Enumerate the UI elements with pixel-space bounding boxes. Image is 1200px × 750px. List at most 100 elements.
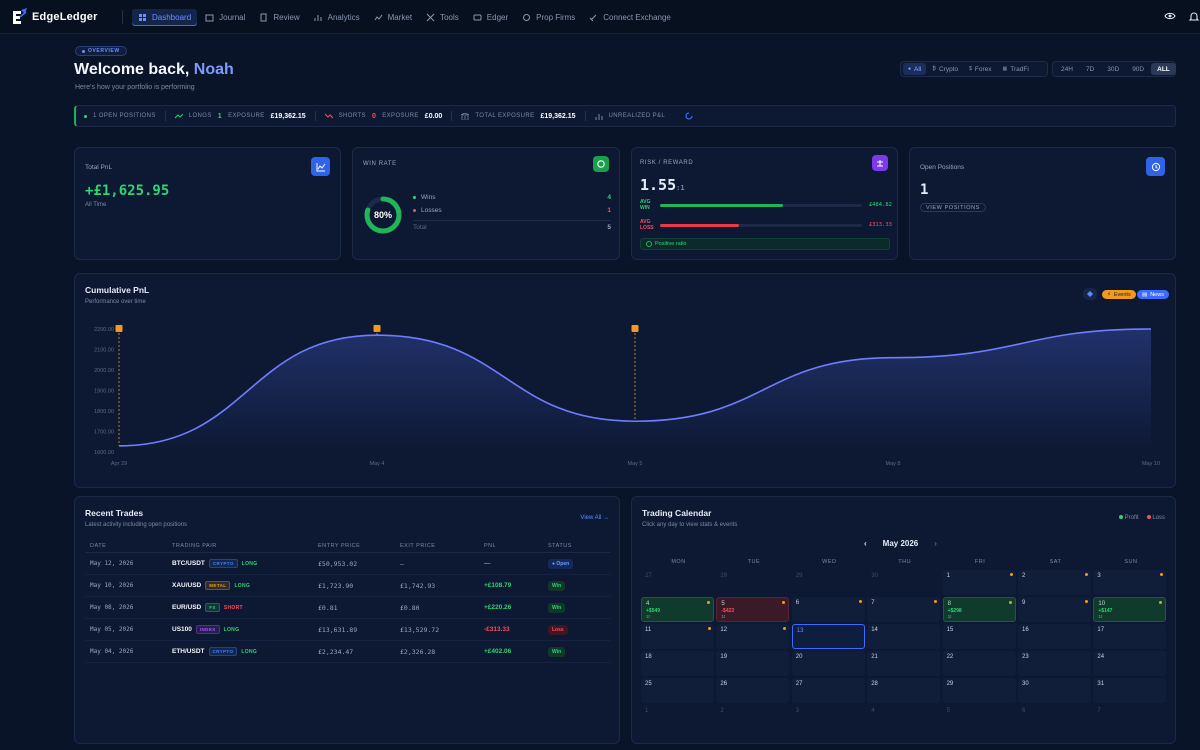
calendar-day[interactable]: 24 [1093,651,1167,676]
nav-journal[interactable]: Journal [199,9,251,26]
day-pnl: +$147 [1098,608,1113,614]
nav-label: Review [273,13,300,22]
time-filter-all[interactable]: ALL [1151,63,1176,75]
time-filter-7d[interactable]: 7D [1085,65,1095,73]
calendar-day[interactable]: 27 [791,678,865,703]
time-filter-30d[interactable]: 30D [1107,65,1120,73]
calendar-day[interactable]: 9 [1018,597,1091,622]
calendar-day[interactable]: 30 [1018,678,1091,703]
calendar-title: Trading Calendar [642,508,712,518]
calendar-day[interactable]: 3 [1093,570,1167,595]
trade-pair-cell: ETH/USDT CRYPTO LONG [172,647,318,656]
filter-crypto[interactable]: ₿ Crypto [927,63,963,75]
calendar-day[interactable]: 22 [942,651,1016,676]
nav-edger[interactable]: Edger [467,9,514,26]
calendar-day[interactable]: 13 [791,624,865,649]
trade-direction: LONG [241,560,258,567]
table-row[interactable]: May 04, 2026 ETH/USDT CRYPTO LONG £2,234… [85,641,610,663]
calendar-legend: Profit Loss [1118,515,1165,521]
calendar-day[interactable]: 15 [942,624,1016,649]
filter-all[interactable]: ● All [903,63,927,75]
day-number: 6 [1022,708,1026,714]
table-row[interactable]: May 05, 2026 US100 INDEX LONG £13,631.89… [85,619,610,641]
calendar-day[interactable]: 14 [867,624,941,649]
filter-forex[interactable]: $ Forex [964,63,996,75]
filter-all-icon: ● [908,66,912,72]
overview-badge: OVERVIEW [75,46,127,56]
table-row[interactable]: May 08, 2026 EUR/USD FX SHORT £0.81 £0.8… [85,597,610,619]
nav-connect-exchange[interactable]: Connect Exchange [583,9,677,26]
asset-class-tag: FX [205,603,220,612]
calendar-day[interactable]: 1 [942,570,1016,595]
trade-pair-cell: XAU/USD METAL LONG [172,581,318,590]
trades-header-row: DATE TRADING PAIR ENTRY PRICE EXIT PRICE PNL… [85,539,610,553]
trade-pnl: +£220.26 [484,604,512,611]
app-logo[interactable]: EdgeLedger [12,8,98,26]
eye-icon[interactable] [1164,10,1176,22]
view-all-link[interactable]: View All → [580,515,609,521]
calendar-day[interactable]: 11 [641,624,714,649]
prev-month-button[interactable]: ‹ [864,539,867,548]
chart-line [118,328,1152,447]
day-number: 7 [1097,708,1101,714]
recent-trades-title: Recent Trades [85,508,144,518]
trade-date: May 04, 2026 [90,648,134,655]
time-filter-24h[interactable]: 24H [1061,65,1073,73]
calendar-day: 5 [943,705,1016,730]
time-filter-90d[interactable]: 90D [1132,65,1145,73]
day-number: 23 [1022,654,1029,660]
next-month-button[interactable]: › [934,539,937,548]
nav-review[interactable]: Review [253,9,305,26]
calendar-day[interactable]: 31 [1093,678,1167,703]
events-toggle[interactable]: ⚡ Events [1102,290,1136,299]
calendar-day[interactable]: 12 [716,624,790,649]
nav-tools[interactable]: Tools [420,9,465,26]
calendar-day[interactable]: 10 +$147 1t [1093,597,1167,622]
exit-price: £13,529.72 [400,625,440,634]
calendar-day[interactable]: 25 [641,678,714,703]
calendar-day[interactable]: 5 -$423 1t [716,597,790,622]
diamond-toggle-icon[interactable] [1083,288,1097,300]
calendar-day[interactable]: 20 [791,651,865,676]
calendar-day[interactable]: 16 [1018,624,1091,649]
calendar-subtitle: Click any day to view stats & events [642,522,738,528]
calendar-day[interactable]: 19 [716,651,790,676]
day-number: 28 [720,573,728,579]
view-positions-button[interactable]: VIEW POSITIONS [920,203,986,212]
event-marker-icon[interactable] [631,325,639,332]
filter-forex-icon: $ [969,66,972,72]
calendar-day[interactable]: 17 [1093,624,1167,649]
calendar-day[interactable]: 18 [641,651,714,676]
calendar-day[interactable]: 7 [867,597,941,622]
event-dot-icon [783,627,787,630]
calendar-day[interactable]: 21 [867,651,941,676]
news-toggle[interactable]: ▤ News [1137,290,1169,299]
calendar-day[interactable]: 28 [867,678,941,703]
nav-dashboard[interactable]: Dashboard [132,9,198,26]
calendar-day[interactable]: 26 [716,678,790,703]
filter-tradfi[interactable]: ▦ TradFi [998,63,1034,75]
notification-bell-icon[interactable] [1188,10,1200,22]
day-pnl: +$298 [947,608,962,614]
table-row[interactable]: May 10, 2026 XAU/USD METAL LONG £1,723.9… [85,575,610,597]
day-number: 20 [795,654,803,660]
entry-price: £50,953.02 [318,559,358,568]
calendar-day[interactable]: 23 [1018,651,1091,676]
calendar-day[interactable]: 6 [791,597,865,622]
calendar-day[interactable]: 8 +$298 1t [942,597,1016,622]
nav-prop-firms[interactable]: Prop Firms [516,9,581,26]
day-trade-count: 1t [646,614,650,619]
calendar-day[interactable]: 29 [942,678,1016,703]
calendar-day: 30 [867,570,940,595]
nav-analytics[interactable]: Analytics [308,9,366,26]
calendar-day[interactable]: 4 +$549 1t [641,597,714,622]
chart-line-icon [311,157,330,176]
nav-market[interactable]: Market [368,9,418,26]
open-positions-card: Open Positions 1 VIEW POSITIONS [909,147,1176,260]
asset-class-tag: CRYPTO [208,559,238,568]
trade-pair-cell: EUR/USD FX SHORT [172,603,318,612]
calendar-day[interactable]: 2 [1018,570,1091,595]
event-marker-icon[interactable] [115,325,123,332]
table-row[interactable]: May 12, 2026 BTC/USDT CRYPTO LONG £50,95… [85,553,610,575]
event-marker-icon[interactable] [373,325,381,332]
